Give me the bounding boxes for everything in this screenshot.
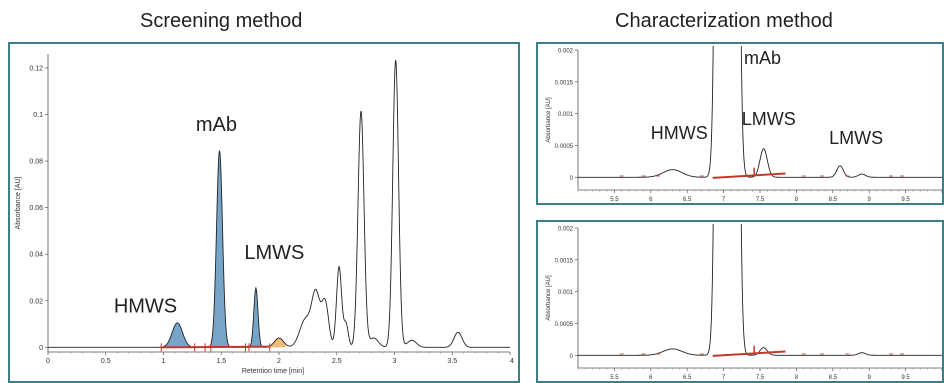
characterization-top-panel: 0 0.0005 0.001 0.0015 0.002 5.5 6 6.5 7 7.5 8 8.5 9 9…: [536, 42, 944, 205]
y-axis-label: Absorbance [AU]: [546, 275, 552, 321]
screening-chart: 0 0.02 0.04 0.06 0.08 0.1 0.12 0 0.5 1 1.5 2 2.5 3 3.5…: [15, 54, 514, 375]
x-tick-label: 8: [795, 197, 799, 203]
characterization-bottom-chart: 0 0.0005 0.001 0.0015 0.002 5.5 6 6.5 7 7.5 8 8.5 9 9…: [546, 224, 942, 381]
y-tick-label: 0.06: [29, 205, 43, 212]
integration-baseline: [712, 350, 786, 357]
x-tick-label: 4: [510, 358, 514, 365]
x-tick-label: 9.5: [901, 197, 910, 203]
y-axis-label: Absorbance [AU]: [15, 176, 22, 229]
peak-fill-region: [248, 287, 270, 348]
x-tick-label: 6.5: [683, 197, 692, 203]
peak-fill-orange: [269, 338, 286, 348]
x-tick-label: 1.5: [216, 358, 226, 365]
y-tick-label: 0.04: [29, 252, 43, 259]
chromatogram-trace: [578, 224, 942, 356]
title-screening: Screening method: [140, 10, 303, 32]
peak-annotation: LMWS: [829, 128, 883, 148]
x-tick-label: 7: [722, 375, 726, 381]
y-tick-label: 0.0005: [555, 322, 574, 328]
y-tick-label: 0.001: [558, 290, 574, 296]
x-tick-label: 3: [393, 358, 397, 365]
x-tick-label: 2: [277, 358, 281, 365]
integration-baseline: [161, 345, 270, 349]
x-tick-label: 0: [46, 358, 50, 365]
characterization-bottom-panel: 0 0.0005 0.001 0.0015 0.002 5.5 6 6.5 7 7.5 8 8.5 9 9…: [536, 220, 944, 383]
title-characterization: Characterization method: [615, 10, 833, 32]
y-tick-label: 0: [39, 345, 43, 352]
y-tick-label: 0.02: [29, 298, 43, 305]
peak-fill-region: [205, 150, 246, 348]
y-tick-label: 0.08: [29, 159, 43, 166]
chromatogram-trace: [578, 46, 942, 178]
x-tick-label: 6.5: [683, 375, 692, 381]
y-tick-label: 0: [570, 354, 574, 360]
x-tick-label: 6: [649, 375, 653, 381]
peak-annotation: LMWS: [742, 109, 796, 129]
peak-annotation: mAb: [196, 114, 237, 136]
y-tick-label: 0.002: [558, 227, 574, 233]
x-tick-label: 9: [868, 375, 872, 381]
x-tick-label: 5.5: [610, 197, 619, 203]
x-tick-label: 9: [868, 197, 872, 203]
y-tick-label: 0.0015: [555, 80, 574, 86]
x-tick-label: 9.5: [901, 375, 910, 381]
x-tick-label: 8.5: [829, 197, 838, 203]
y-tick-label: 0.001: [558, 112, 574, 118]
y-tick-label: 0.12: [29, 65, 43, 72]
x-tick-label: 5.5: [610, 375, 619, 381]
peak-annotation: HMWS: [114, 295, 177, 317]
peak-annotation: HMWS: [651, 123, 708, 143]
x-tick-label: 1: [162, 358, 166, 365]
chromatogram-trace: [48, 59, 510, 348]
x-tick-label: 0.5: [101, 358, 111, 365]
characterization-top-chart: 0 0.0005 0.001 0.0015 0.002 5.5 6 6.5 7 7.5 8 8.5 9 9…: [546, 46, 942, 203]
y-tick-label: 0.0005: [555, 144, 574, 150]
screening-chart-panel: 0 0.02 0.04 0.06 0.08 0.1 0.12 0 0.5 1 1.5 2 2.5 3 3.5…: [8, 42, 520, 383]
y-tick-label: 0.1: [33, 112, 43, 119]
x-tick-label: 8: [795, 375, 799, 381]
x-tick-label: 7: [722, 197, 726, 203]
x-tick-label: 2.5: [332, 358, 342, 365]
peak-annotation: mAb: [744, 48, 781, 68]
peak-fill-region: [161, 322, 195, 348]
y-tick-label: 0: [570, 176, 574, 182]
x-tick-label: 6: [649, 197, 653, 203]
y-tick-label: 0.0015: [555, 258, 574, 264]
x-tick-label: 3.5: [447, 358, 457, 365]
x-tick-label: 7.5: [756, 375, 765, 381]
x-axis-label: Retention time [min]: [242, 368, 304, 375]
integration-baseline: [712, 172, 786, 179]
peak-annotation: LMWS: [244, 242, 304, 264]
y-axis-label: Absorbance [AU]: [546, 97, 552, 143]
x-tick-label: 8.5: [829, 375, 838, 381]
y-tick-label: 0.002: [558, 49, 574, 55]
x-tick-label: 7.5: [756, 197, 765, 203]
